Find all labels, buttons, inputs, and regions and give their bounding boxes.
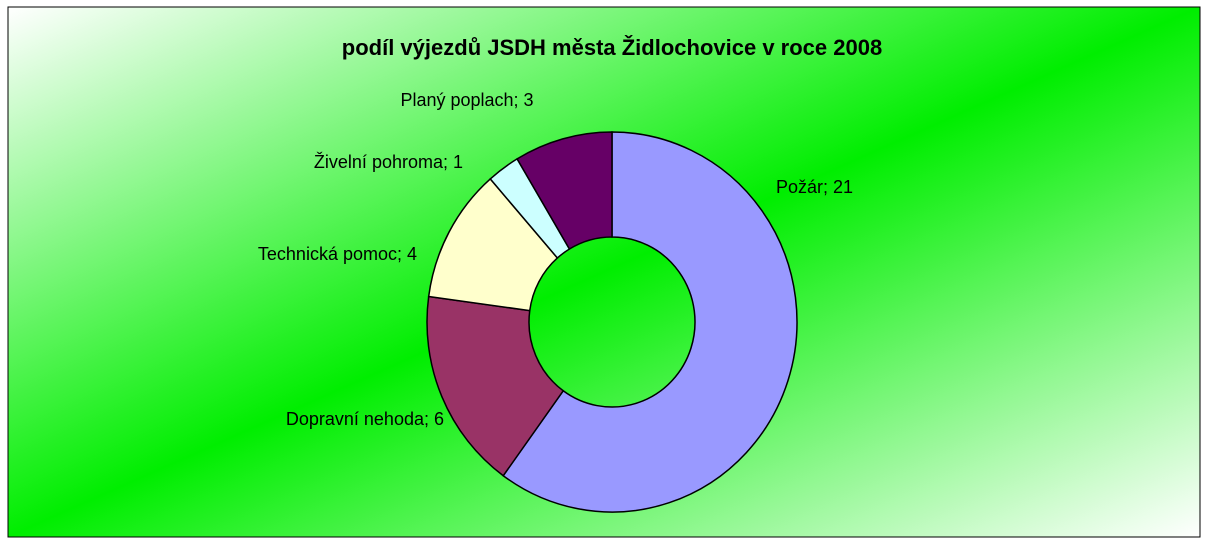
data-label: Planý poplach; 3: [400, 90, 533, 110]
data-label: Dopravní nehoda; 6: [286, 409, 444, 429]
data-label: Požár; 21: [776, 177, 853, 197]
data-label: Živelní pohroma; 1: [314, 152, 463, 172]
donut-segment: [426, 295, 565, 477]
data-label: Technická pomoc; 4: [258, 244, 417, 264]
donut-segment: [502, 131, 798, 513]
donut-segment: [516, 131, 613, 251]
chart-title: podíl výjezdů JSDH města Židlochovice v …: [342, 35, 882, 60]
